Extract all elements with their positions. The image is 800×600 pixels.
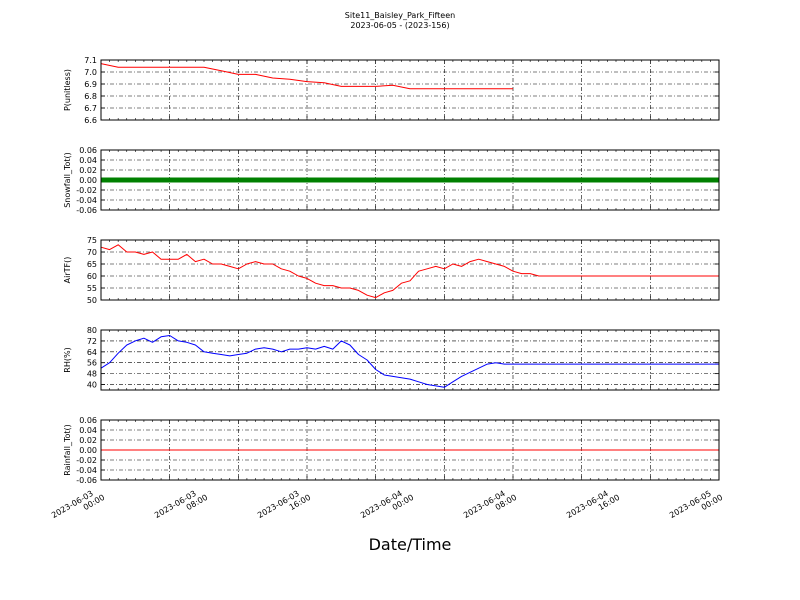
- y-tick-label: 64: [87, 348, 97, 357]
- y-tick-label: 6.8: [84, 92, 97, 101]
- y-tick-label: 0.04: [79, 156, 97, 165]
- y-tick-label: 48: [87, 370, 97, 379]
- chart-subtitle: 2023-06-05 - (2023-156): [350, 21, 449, 30]
- series-line: [100, 335, 719, 388]
- y-tick-label: 0.02: [79, 436, 97, 445]
- y-tick-label: -0.06: [76, 206, 97, 215]
- subplot-4: 80 72 64 56 48 40 RH(%): [63, 326, 720, 391]
- y-tick-label: 80: [87, 326, 97, 335]
- y-tick-label: 6.7: [84, 104, 97, 113]
- y-tick-label: 0.02: [79, 166, 97, 175]
- subplot-3: 75 70 65 60 55 50 AirTF(): [63, 236, 720, 305]
- y-tick-label: 75: [87, 236, 97, 245]
- y-axis-label: Rainfall_Tot(): [63, 424, 72, 476]
- y-tick-label: -0.04: [76, 466, 97, 475]
- axes-frame: [100, 149, 720, 211]
- y-axis-label: RH(%): [63, 347, 72, 372]
- y-tick-label: -0.04: [76, 196, 97, 205]
- y-tick-label: 72: [87, 337, 97, 346]
- y-tick-label: 65: [87, 260, 97, 269]
- y-axis-label: P(unitless): [63, 69, 72, 111]
- y-axis-label: AirTF(): [63, 257, 72, 284]
- y-tick-label: 50: [87, 296, 97, 305]
- y-tick-label: 0.06: [79, 416, 97, 425]
- series-line: [100, 244, 719, 299]
- y-tick-label: 6.9: [84, 80, 97, 89]
- y-tick-label: 0.00: [79, 446, 97, 455]
- x-axis-label: Date/Time: [369, 535, 452, 554]
- y-tick-label: 7.1: [84, 56, 97, 65]
- axes-frame: [100, 239, 720, 301]
- y-tick-label: 0.06: [79, 146, 97, 155]
- y-tick-label: 55: [87, 284, 97, 293]
- subplot-1: 7.1 7.0 6.9 6.8 6.7 6.6 P(unitless): [63, 56, 720, 125]
- chart-title: Site11_Baisley_Park_Fifteen: [345, 11, 455, 20]
- y-tick-label: 0.00: [79, 176, 97, 185]
- axes-frame: [100, 419, 720, 481]
- y-tick-label: 60: [87, 272, 97, 281]
- axes-frame: [100, 59, 720, 121]
- y-tick-label: 0.04: [79, 426, 97, 435]
- y-tick-label: 56: [87, 359, 97, 368]
- y-tick-label: -0.02: [76, 456, 97, 465]
- y-tick-label: 7.0: [84, 68, 97, 77]
- subplot-5: 0.060.040.020.00-0.02-0.04-0.06 Rainfall_…: [63, 416, 720, 485]
- y-tick-label: 70: [87, 248, 97, 257]
- y-tick-label: -0.06: [76, 476, 97, 485]
- axes-frame: [100, 329, 720, 391]
- y-tick-label: 6.6: [84, 116, 97, 125]
- subplots: 7.17.06.96.86.76.6P(unitless)0.060.040.0…: [63, 56, 720, 485]
- subplot-2: 0.060.040.020.00-0.02-0.04-0.06 Snowfall_…: [63, 146, 720, 215]
- y-axis-label: Snowfall_Tot(): [63, 152, 72, 208]
- y-tick-label: -0.02: [76, 186, 97, 195]
- y-tick-label: 40: [87, 381, 97, 390]
- series-line: [100, 63, 513, 90]
